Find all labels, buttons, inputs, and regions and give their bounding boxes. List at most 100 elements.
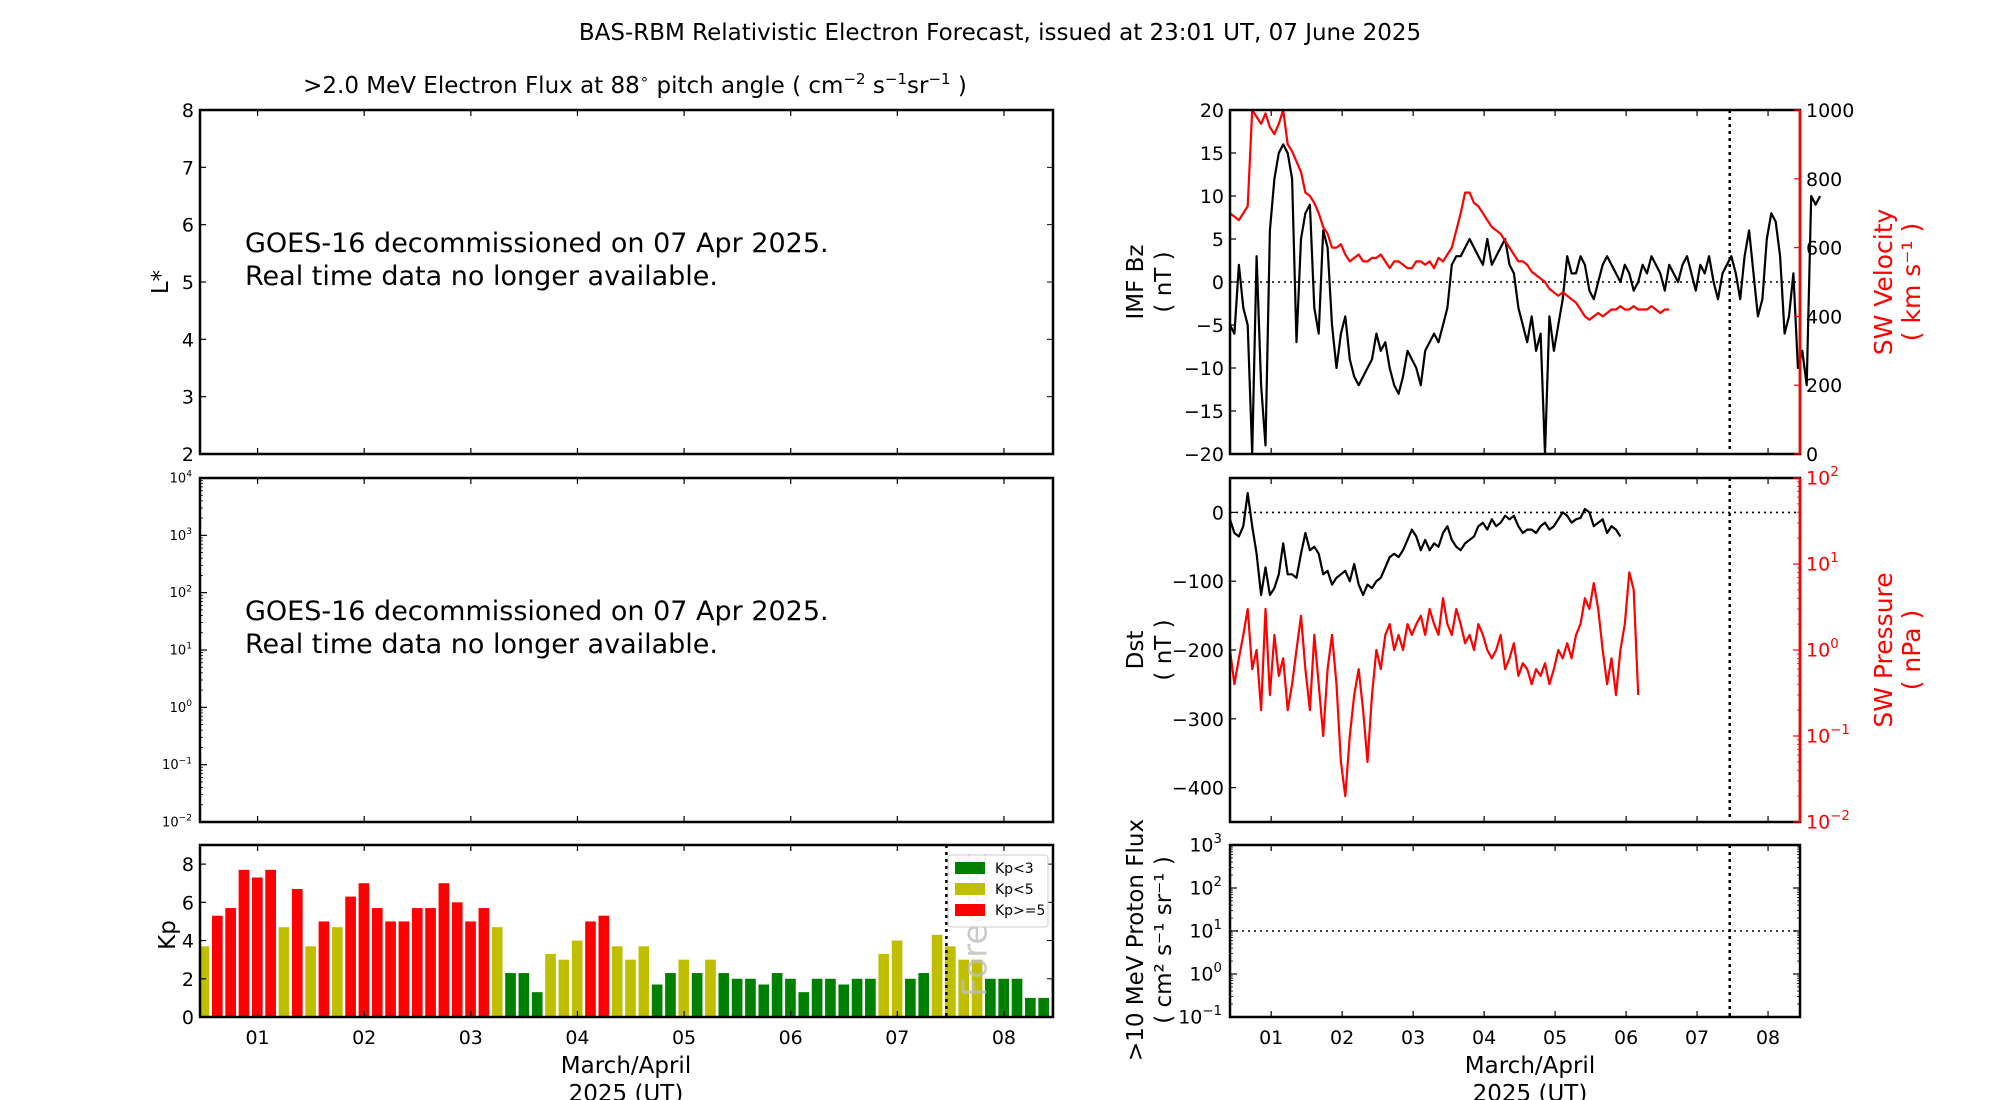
y-tick-label: 103: [1189, 832, 1222, 857]
y-tick-label: −300: [1172, 709, 1224, 731]
x-tick-label: 07: [1685, 1027, 1709, 1049]
y-axis-label: L*: [148, 270, 174, 294]
x-tick-label: 05: [1543, 1027, 1567, 1049]
legend-label: Kp>=5: [995, 903, 1045, 919]
kp-bar: [718, 973, 730, 1017]
y-axis-label: IMF Bz: [1123, 244, 1149, 319]
y2-axis-label: ( km s⁻¹ ): [1897, 223, 1926, 341]
kp-bar: [651, 984, 663, 1017]
kp-bar: [931, 934, 943, 1017]
y-tick-label: −5: [1196, 315, 1224, 337]
kp-bar: [398, 921, 410, 1017]
kp-bar: [998, 978, 1010, 1017]
y-tick-label: 200: [1806, 375, 1842, 397]
kp-bar: [571, 940, 583, 1017]
y-tick-label: 800: [1806, 169, 1842, 191]
y-tick-label: 101: [1189, 918, 1222, 943]
y-tick-label: 1000: [1806, 100, 1854, 122]
y-tick-label: 101: [1806, 551, 1839, 576]
electron-flux-title: >2.0 MeV Electron Flux at 88∘ pitch angl…: [303, 70, 967, 99]
y-tick-label: 15: [1200, 143, 1224, 165]
x-tick-label: 06: [1614, 1027, 1638, 1049]
electron-lstar-panel: 2 3 4 5 6 7 8 L* GOES-16 decommissioned on 07 Ap…: [148, 100, 1055, 466]
plot-frame: [198, 843, 1055, 1019]
y-tick-label: 103: [170, 527, 193, 544]
kp-bar: [278, 927, 290, 1017]
kp-bar: [265, 869, 276, 1017]
kp-bar: [491, 927, 503, 1017]
kp-bar: [638, 946, 650, 1017]
x-tick-label: 03: [459, 1027, 483, 1049]
y-tick-label: 2: [182, 444, 194, 466]
x-tick-label: 08: [992, 1027, 1016, 1049]
y-axis-label: >10 MeV Proton Flux: [1123, 819, 1149, 1061]
kp-bar: [785, 978, 796, 1017]
kp-bar: [211, 915, 223, 1017]
y-tick-label: 100: [170, 699, 193, 716]
y-tick-label: 4: [182, 931, 194, 953]
kp-bar: [585, 921, 596, 1017]
kp-bar: [625, 959, 636, 1017]
y-tick-label: 10−1: [162, 756, 192, 773]
x-tick-label: 01: [245, 1027, 269, 1049]
kp-bar: [731, 978, 743, 1017]
kp-bar: [905, 978, 916, 1017]
x-tick-label: 02: [352, 1027, 376, 1049]
proton-flux-panel: 10−1 100 101 102 103 01 02 03 04 05 06 07 08 >10 MeV …: [1123, 819, 1802, 1100]
kp-bar: [358, 883, 370, 1017]
kp-bar: [705, 959, 716, 1017]
x-tick-label: 08: [1756, 1027, 1780, 1049]
figure-title: BAS-RBM Relativistic Electron Forecast, …: [579, 20, 1421, 46]
kp-bar: [291, 888, 303, 1017]
legend-label: Kp<3: [995, 861, 1034, 877]
no-data-message: GOES-16 decommissioned on 07 Apr 2025.: [245, 228, 829, 259]
y-tick-label: 0: [1212, 502, 1224, 524]
y-tick-label: 100: [1189, 961, 1222, 986]
y-tick-label: 102: [170, 584, 192, 601]
y-tick-label: 100: [1806, 637, 1839, 662]
kp-bar: [665, 973, 676, 1017]
kp-bar: [851, 978, 863, 1017]
kp-bar: [531, 992, 543, 1017]
y-tick-label: −10: [1184, 358, 1224, 380]
y-tick-label: 5: [182, 272, 194, 294]
y-tick-label: 8: [182, 854, 194, 876]
kp-bar: [238, 869, 250, 1017]
x-tick-label: 02: [1330, 1027, 1354, 1049]
y-axis-label: Kp: [155, 920, 181, 950]
kp-bar: [411, 908, 423, 1017]
y-axis-label: Dst: [1123, 631, 1149, 670]
x-tick-label: 03: [1401, 1027, 1425, 1049]
y-tick-label: 101: [170, 642, 192, 659]
kp-bar: [478, 908, 490, 1017]
y-tick-label: 10−2: [162, 814, 192, 831]
x-tick-label: 07: [885, 1027, 909, 1049]
kp-bar: [891, 940, 903, 1017]
kp-bar: [691, 973, 703, 1017]
y-tick-label: 600: [1806, 238, 1842, 260]
y-axis-label: ( nT ): [1151, 251, 1177, 312]
kp-bar: [825, 978, 836, 1017]
x-axis-label: March/April: [1465, 1053, 1595, 1079]
y-tick-label: 104: [170, 470, 193, 487]
sw-velocity-line: [1229, 108, 1670, 321]
legend-label: Kp<5: [995, 882, 1034, 898]
kp-bar: [865, 978, 876, 1017]
kp-bar: [438, 883, 450, 1017]
no-data-message: Real time data no longer available.: [245, 629, 718, 660]
x-tick-label: 04: [565, 1027, 589, 1049]
kp-bar: [971, 959, 983, 1017]
y-tick-label: 10−2: [1806, 809, 1850, 834]
y-tick-label: −200: [1172, 640, 1224, 662]
y-tick-label: 2: [182, 969, 194, 991]
kp-bar: [518, 973, 530, 1017]
y-tick-label: 400: [1806, 306, 1842, 328]
kp-bar: [345, 896, 356, 1017]
kp-panel: Forecast024680102030405060708KpMarch/Apr…: [155, 843, 1055, 1100]
imf-bz-panel: −20−15−10−50510152002004006008001000IMF …: [1123, 100, 1926, 466]
no-data-message: GOES-16 decommissioned on 07 Apr 2025.: [245, 596, 829, 627]
y-tick-label: 4: [182, 329, 194, 351]
y-tick-label: 0: [1212, 272, 1224, 294]
kp-bar: [985, 978, 996, 1017]
